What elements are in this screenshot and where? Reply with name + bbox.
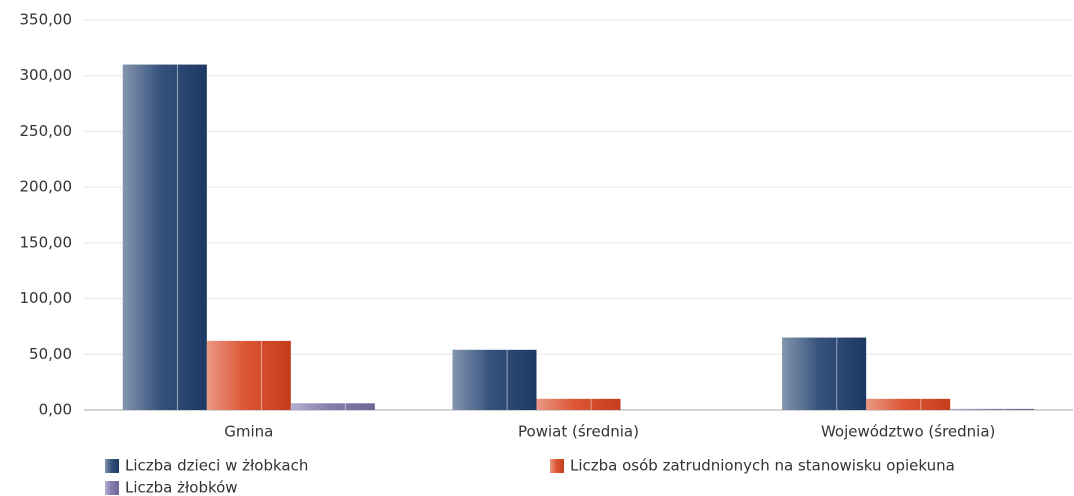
y-tick-label: 300,00: [20, 66, 73, 84]
bar-shine: [950, 408, 1035, 410]
legend-label: Liczba żłobków: [125, 479, 238, 496]
bar-shine: [122, 64, 207, 411]
bar-shine: [536, 398, 621, 410]
legend-swatch-shine: [105, 459, 119, 473]
y-tick-label: 200,00: [20, 178, 73, 196]
bar-shine: [782, 337, 867, 410]
x-tick-label: Powiat (średnia): [518, 423, 639, 441]
bar-shine: [290, 403, 375, 410]
legend-swatch-shine: [550, 459, 564, 473]
bar-shine: [206, 340, 291, 410]
x-tick-label: Gmina: [224, 423, 273, 441]
legend-swatch-shine: [105, 481, 119, 495]
y-tick-label: 150,00: [20, 233, 73, 251]
legend-label: Liczba osób zatrudnionych na stanowisku …: [570, 457, 955, 475]
y-tick-label: 100,00: [20, 289, 73, 307]
bar-shine: [866, 398, 951, 410]
x-tick-label: Województwo (średnia): [821, 423, 995, 441]
legend-label: Liczba dzieci w żłobkach: [125, 457, 308, 475]
y-tick-label: 0,00: [39, 401, 72, 419]
y-tick-label: 350,00: [20, 11, 73, 29]
bar-shine: [452, 349, 537, 410]
y-tick-label: 50,00: [29, 345, 72, 363]
y-tick-label: 250,00: [20, 122, 73, 140]
